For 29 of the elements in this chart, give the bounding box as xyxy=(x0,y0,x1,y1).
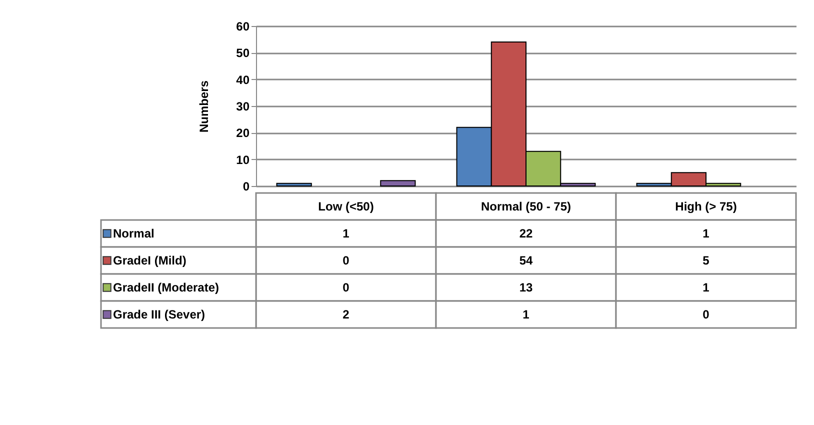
data-label: 5 xyxy=(702,254,710,268)
x-tick-label: High (> 75) xyxy=(675,200,737,214)
legend-label: GradeI (Mild) xyxy=(113,254,186,268)
legend-label: Grade III (Sever) xyxy=(113,308,206,322)
y-tick-label: 10 xyxy=(236,152,250,167)
y-tick-label: 40 xyxy=(236,72,250,87)
legend-label: Normal xyxy=(113,226,154,240)
data-label: 1 xyxy=(702,280,710,294)
y-axis-title: Numbers xyxy=(197,80,212,133)
data-label: 2 xyxy=(342,308,350,322)
data-label: 0 xyxy=(342,280,350,294)
bar xyxy=(380,180,416,186)
y-tick-label: 20 xyxy=(236,126,250,140)
data-label: 1 xyxy=(522,308,530,322)
data-label: 1 xyxy=(342,226,350,240)
data-label: 54 xyxy=(519,254,533,268)
data-label: 0 xyxy=(342,254,350,268)
y-tick-label: 30 xyxy=(236,100,250,114)
y-tick-label: 0 xyxy=(242,180,250,194)
bar xyxy=(276,182,312,186)
data-label: 1 xyxy=(702,226,710,240)
x-tick-label: Normal (50 - 75) xyxy=(480,200,572,214)
y-tick-label: 60 xyxy=(236,20,250,34)
x-tick-label: Low (<50) xyxy=(318,200,374,214)
data-label: 0 xyxy=(702,308,710,322)
legend-label: GradeII (Moderate) xyxy=(113,280,220,294)
y-tick-label: 50 xyxy=(236,46,250,60)
data-label: 22 xyxy=(519,226,533,240)
data-label: 13 xyxy=(519,280,533,294)
